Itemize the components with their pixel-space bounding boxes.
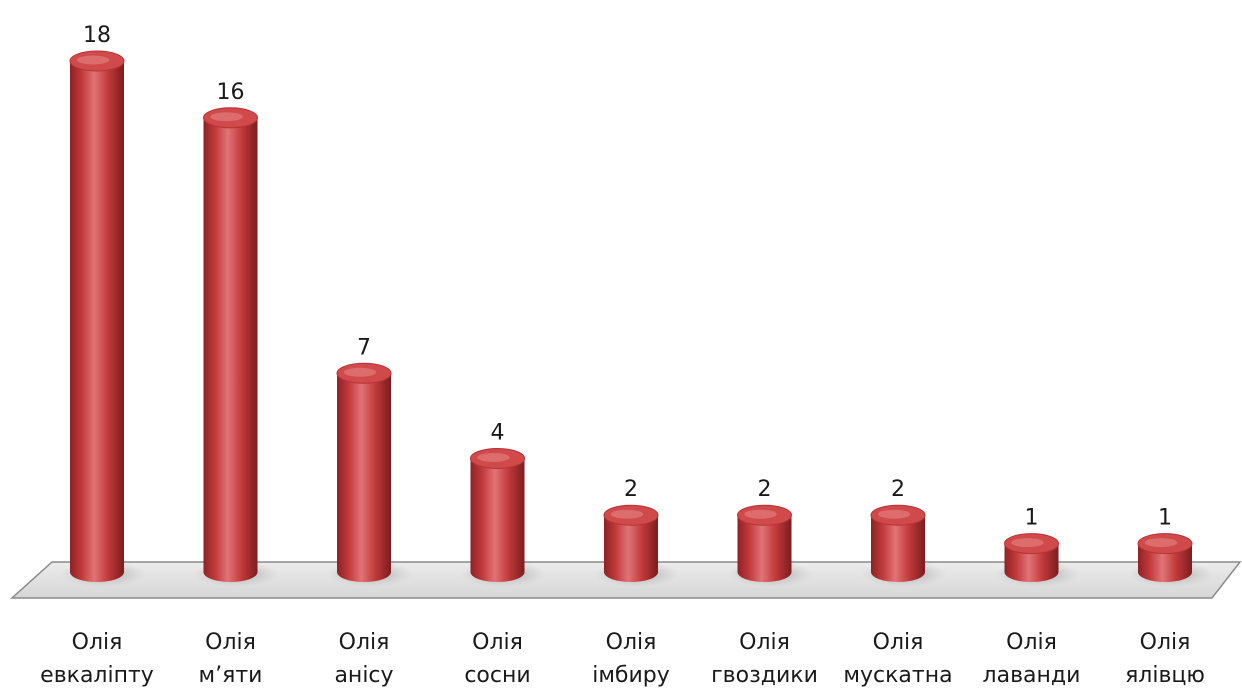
bar-7 (861, 505, 947, 587)
category-label: Олія евкаліпту (40, 630, 154, 688)
category-label: Олія м’яти (199, 630, 263, 688)
bar-3 (327, 363, 413, 587)
category-label: Олія мускатна (843, 630, 952, 688)
category-label: Олія ялівцю (1125, 630, 1205, 688)
value-label: 2 (624, 477, 638, 502)
bar-4 (461, 448, 547, 587)
bar-body (70, 61, 124, 582)
category-label: Олія анісу (334, 630, 393, 688)
bar-top-highlight (1011, 538, 1043, 547)
category-label: Олія гвоздики (711, 630, 818, 688)
value-label: 16 (217, 80, 245, 105)
value-label: 2 (891, 477, 905, 502)
value-label: 18 (83, 23, 111, 48)
bar-top-highlight (477, 453, 509, 462)
bar-8 (995, 534, 1081, 587)
bar-top-highlight (1145, 538, 1177, 547)
bar-2 (194, 108, 280, 587)
bar-9 (1128, 534, 1214, 587)
category-label: Олія сосни (464, 630, 530, 688)
value-label: 7 (357, 335, 371, 360)
bar-top-highlight (77, 56, 109, 65)
value-label: 1 (1025, 506, 1039, 531)
bar-top-highlight (611, 510, 643, 519)
bar-6 (728, 505, 814, 587)
category-label: Олія імбиру (592, 630, 670, 688)
value-label: 2 (758, 477, 772, 502)
bar-body (204, 118, 258, 582)
bar-top-highlight (744, 510, 776, 519)
bar-top-highlight (344, 368, 376, 377)
bar-body (471, 458, 525, 582)
bar-1 (60, 51, 146, 587)
value-label: 4 (491, 420, 505, 445)
bar-5 (594, 505, 680, 587)
bar-top-highlight (878, 510, 910, 519)
category-label: Олія лаванди (983, 630, 1081, 688)
bar-top-highlight (210, 112, 242, 121)
value-label: 1 (1158, 506, 1172, 531)
bar-body (337, 373, 391, 582)
